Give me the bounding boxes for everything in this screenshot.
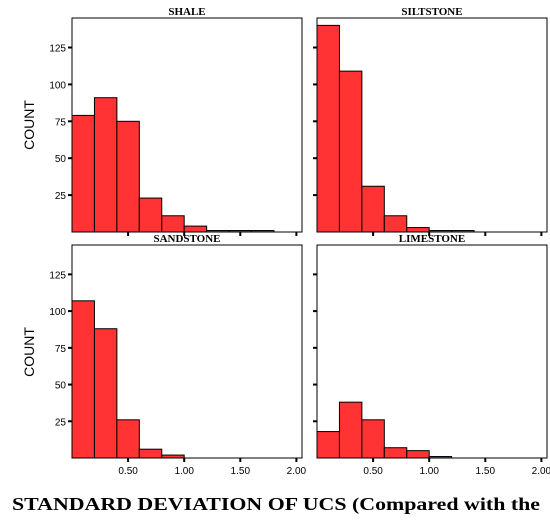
histogram-bar [116,120,140,233]
x-axis-label: STANDARD DEVIATION OF UCS (Compared with… [12,494,540,515]
histogram-bar [183,225,208,233]
histogram-bar [138,448,163,459]
y-tick-label: 125 [49,44,66,55]
histogram-bar [228,230,253,233]
y-tick-label: 100 [49,307,66,318]
panel-title: SANDSTONE [153,233,220,245]
panel-title: SHALE [168,6,205,18]
histogram-bar [361,185,385,233]
x-tick-label: 0.50 [363,466,383,477]
histogram-bar [316,24,340,233]
histogram-bar [338,401,363,459]
x-tick-label: 2.00 [532,466,550,477]
histogram-bar [161,454,185,459]
histogram-bar [383,447,408,459]
histogram-bar [428,456,453,459]
panel-title: SILTSTONE [401,6,462,18]
histogram-bar [251,230,275,233]
panel-shale: 25 50 75 100 125 SHALE [49,6,303,236]
histogram-bar [338,70,363,233]
y-tick-label: 25 [55,191,67,202]
histogram-bar [451,230,475,233]
histogram-bar [406,450,430,459]
x-tick-label: 1.00 [419,466,439,477]
histogram-bar [161,215,185,233]
histogram-bar [93,328,118,459]
x-tick-label: 0.50 [118,466,138,477]
histogram-bar [206,230,230,233]
y-tick-label: 50 [55,154,67,165]
histogram-bar [116,419,140,459]
y-tick-label: 75 [55,117,67,128]
panel-siltstone: SILTSTONE [313,6,548,236]
histogram-bar [383,215,408,233]
x-tick-label: 1.50 [476,466,496,477]
y-tick-label: 100 [49,80,66,91]
x-tick-label: 1.50 [231,466,251,477]
histogram-bar [71,300,95,459]
histogram-bar [361,419,385,459]
y-axis-label: COUNT [21,327,37,377]
panel-limestone: 0.50 1.00 1.50 2.00 LIMESTONE [313,233,550,477]
histogram-bar [316,431,340,459]
histogram-bar [406,227,430,233]
y-tick-label: 75 [55,344,67,355]
histogram-bar [428,230,453,233]
histogram-bar [138,197,163,233]
histogram-bar [71,114,95,233]
y-axis-label: COUNT [21,100,37,150]
y-tick-label: 25 [55,417,67,428]
panel-title: LIMESTONE [399,233,465,245]
y-tick-label: 125 [49,270,66,281]
x-tick-label: 1.00 [174,466,194,477]
histogram-bar [93,97,118,233]
panel-sandstone: 25 50 75 100 125 0.50 1.00 1.50 2.00 SANDSTONE [49,233,306,477]
x-tick-label: 2.00 [287,466,307,477]
y-tick-label: 50 [55,381,67,392]
